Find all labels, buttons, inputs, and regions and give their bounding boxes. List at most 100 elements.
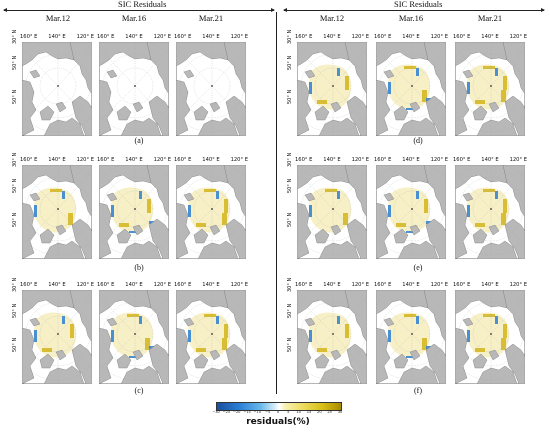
sic-residual-map [455,290,525,384]
longitude-labels: 160° E 140° E 120° E [295,157,369,163]
sic-residual-map [376,42,446,136]
sic-residual-map [99,42,169,136]
longitude-label: 140° E [402,282,420,288]
latitude-label: 50° N [12,337,18,352]
date-left-1: Mar.12 [45,13,71,23]
longitude-labels: 160° E 140° E 120° E [174,34,248,40]
colorbar-tick-label: 0 [276,410,280,414]
latitude-label: 50° N [12,89,18,104]
longitude-labels: 160° E 140° E 120° E [295,34,369,40]
latitude-label: 50° N [287,303,293,318]
panel-label-e: (e) [413,263,423,272]
sic-residual-map [297,290,367,384]
longitude-label: 120° E [509,34,527,40]
longitude-label: 140° E [48,157,66,163]
right-header-title: SIC Residuals [394,0,443,9]
longitude-labels: 160° E 140° E 120° E [374,34,448,40]
latitude-label: 30° N [287,29,293,44]
longitude-label: 160° E [295,282,313,288]
longitude-labels: 160° E 140° E 120° E [374,282,448,288]
longitude-label: 140° E [323,157,341,163]
longitude-label: 140° E [481,157,499,163]
longitude-label: 140° E [202,282,220,288]
colorbar-tick-label: −10 [253,410,262,414]
longitude-label: 120° E [351,34,369,40]
longitude-label: 140° E [481,34,499,40]
longitude-label: 160° E [295,157,313,163]
latitude-label: 30° N [287,277,293,292]
longitude-label: 120° E [430,34,448,40]
panel-label-d: (d) [413,136,423,145]
left-header-title: SIC Residuals [118,0,167,9]
sic-residual-map [297,42,367,136]
longitude-label: 120° E [76,282,94,288]
colorbar-ticks: −30 −25 −20 −15 −10 −5 0 5 10 15 20 25 30 [212,410,343,416]
latitude-label: 50° N [12,55,18,70]
date-right-1: Mar.12 [319,13,345,23]
longitude-label: 160° E [97,34,115,40]
longitude-label: 120° E [509,282,527,288]
longitude-label: 160° E [174,157,192,163]
colorbar-tick-label: 10 [296,410,301,414]
colorbar-tick-label: −25 [222,410,231,414]
panel-label-f: (f) [414,386,422,395]
longitude-label: 120° E [76,157,94,163]
longitude-label: 160° E [97,157,115,163]
colorbar-tick-label: −15 [243,410,251,414]
sic-residual-map [376,290,446,384]
longitude-label: 120° E [430,157,448,163]
sic-residual-map [22,290,92,384]
longitude-labels: 160° E 140° E 120° E [20,157,94,163]
longitude-label: 160° E [295,34,313,40]
longitude-label: 120° E [351,282,369,288]
latitude-label: 50° N [287,178,293,193]
colorbar-tick-label: 5 [287,410,290,414]
latitude-label: 30° N [287,152,293,167]
longitude-label: 160° E [97,282,115,288]
latitude-label: 50° N [12,178,18,193]
colorbar-tick-label: 20 [317,410,322,414]
longitude-labels: 160° E 140° E 120° E [295,282,369,288]
longitude-label: 140° E [323,282,341,288]
sic-residual-map [176,42,246,136]
longitude-label: 120° E [76,34,94,40]
left-header-arrow [3,8,275,12]
colorbar-title: residuals(%) [246,417,310,427]
date-left-2: Mar.16 [121,13,147,23]
sic-residual-map [376,165,446,259]
sic-residual-map [297,165,367,259]
longitude-labels: 160° E 140° E 120° E [174,282,248,288]
longitude-label: 120° E [230,282,248,288]
panel-divider [276,12,277,394]
longitude-label: 140° E [202,34,220,40]
longitude-label: 140° E [323,34,341,40]
longitude-label: 120° E [230,34,248,40]
colorbar-tick-label: −20 [232,410,241,414]
longitude-labels: 160° E 140° E 120° E [374,157,448,163]
longitude-label: 140° E [125,282,143,288]
longitude-labels: 160° E 140° E 120° E [97,282,171,288]
longitude-label: 140° E [402,34,420,40]
sic-residual-map [455,165,525,259]
longitude-label: 160° E [374,34,392,40]
latitude-label: 30° N [12,29,18,44]
sic-residual-map [99,290,169,384]
longitude-labels: 160° E 140° E 120° E [97,34,171,40]
colorbar-tick-label: 30 [337,410,343,414]
date-right-2: Mar.16 [398,13,424,23]
longitude-label: 120° E [351,157,369,163]
longitude-labels: 160° E 140° E 120° E [97,157,171,163]
date-left-3: Mar.21 [198,13,224,23]
longitude-labels: 160° E 140° E 120° E [20,282,94,288]
latitude-label: 30° N [12,152,18,167]
longitude-label: 160° E [374,282,392,288]
sic-residual-map [22,42,92,136]
longitude-label: 120° E [153,34,171,40]
latitude-label: 50° N [12,212,18,227]
longitude-labels: 160° E 140° E 120° E [174,157,248,163]
latitude-label: 50° N [12,303,18,318]
longitude-labels: 160° E 140° E 120° E [453,282,527,288]
date-right-3: Mar.21 [477,13,503,23]
sic-residual-map [22,165,92,259]
longitude-labels: 160° E 140° E 120° E [453,157,527,163]
